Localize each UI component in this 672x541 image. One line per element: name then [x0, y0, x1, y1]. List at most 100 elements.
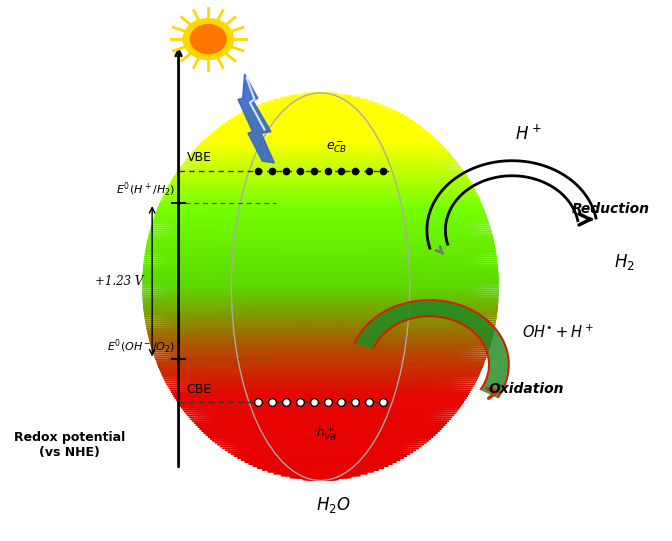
- Ellipse shape: [192, 420, 449, 423]
- Ellipse shape: [146, 248, 495, 250]
- Ellipse shape: [249, 108, 392, 110]
- Ellipse shape: [165, 190, 476, 192]
- Ellipse shape: [208, 135, 433, 137]
- Ellipse shape: [153, 221, 489, 223]
- Circle shape: [190, 24, 226, 54]
- Ellipse shape: [196, 147, 446, 149]
- Ellipse shape: [217, 128, 424, 130]
- Ellipse shape: [204, 432, 437, 434]
- Ellipse shape: [165, 380, 476, 381]
- Ellipse shape: [198, 145, 444, 147]
- Ellipse shape: [148, 236, 493, 238]
- Ellipse shape: [165, 192, 476, 194]
- Ellipse shape: [225, 450, 416, 451]
- Ellipse shape: [159, 366, 482, 368]
- Ellipse shape: [157, 207, 484, 209]
- Ellipse shape: [146, 329, 495, 331]
- Ellipse shape: [142, 271, 499, 273]
- Ellipse shape: [228, 120, 413, 122]
- Text: Reduction: Reduction: [572, 202, 650, 216]
- Ellipse shape: [212, 131, 429, 134]
- Ellipse shape: [184, 161, 457, 163]
- Text: $h^+_{VB}$: $h^+_{VB}$: [317, 424, 338, 443]
- Ellipse shape: [143, 302, 498, 304]
- Ellipse shape: [228, 451, 413, 453]
- Ellipse shape: [192, 151, 449, 153]
- Ellipse shape: [164, 194, 478, 196]
- Ellipse shape: [144, 318, 497, 320]
- Ellipse shape: [150, 230, 491, 233]
- Ellipse shape: [215, 441, 426, 444]
- Ellipse shape: [179, 403, 462, 405]
- Ellipse shape: [153, 351, 489, 353]
- Ellipse shape: [202, 430, 439, 432]
- Ellipse shape: [150, 228, 491, 230]
- Ellipse shape: [222, 447, 419, 450]
- Ellipse shape: [212, 440, 429, 441]
- Ellipse shape: [257, 104, 384, 107]
- Ellipse shape: [171, 180, 470, 182]
- Ellipse shape: [142, 298, 499, 300]
- Ellipse shape: [220, 126, 421, 128]
- Ellipse shape: [146, 324, 495, 326]
- Ellipse shape: [144, 255, 497, 258]
- Ellipse shape: [155, 357, 487, 358]
- Ellipse shape: [175, 397, 466, 399]
- Ellipse shape: [150, 341, 491, 343]
- Ellipse shape: [172, 393, 469, 395]
- Ellipse shape: [157, 209, 485, 211]
- Text: $H_2O$: $H_2O$: [317, 496, 351, 516]
- Ellipse shape: [204, 140, 437, 141]
- Ellipse shape: [149, 232, 492, 234]
- Ellipse shape: [146, 325, 495, 327]
- Polygon shape: [238, 74, 274, 163]
- Ellipse shape: [151, 345, 491, 347]
- Ellipse shape: [249, 463, 392, 465]
- Ellipse shape: [173, 395, 468, 397]
- Ellipse shape: [176, 399, 465, 401]
- Ellipse shape: [210, 438, 431, 440]
- Ellipse shape: [143, 304, 498, 306]
- Ellipse shape: [161, 372, 480, 374]
- Ellipse shape: [145, 321, 496, 324]
- Ellipse shape: [142, 275, 499, 277]
- Ellipse shape: [142, 281, 499, 283]
- Ellipse shape: [156, 360, 485, 362]
- Ellipse shape: [169, 184, 472, 186]
- Ellipse shape: [184, 411, 457, 413]
- Ellipse shape: [155, 358, 486, 360]
- Ellipse shape: [267, 471, 374, 473]
- Ellipse shape: [144, 254, 497, 256]
- Ellipse shape: [152, 223, 489, 225]
- Ellipse shape: [151, 227, 491, 228]
- Text: $H^+$: $H^+$: [515, 125, 542, 144]
- Ellipse shape: [143, 308, 498, 310]
- Ellipse shape: [145, 250, 496, 252]
- Ellipse shape: [231, 118, 410, 120]
- Ellipse shape: [191, 153, 450, 155]
- Ellipse shape: [157, 364, 484, 366]
- Ellipse shape: [146, 244, 495, 246]
- Text: VBE: VBE: [187, 151, 212, 164]
- Ellipse shape: [210, 134, 431, 136]
- Ellipse shape: [176, 172, 465, 174]
- Ellipse shape: [151, 347, 490, 349]
- Text: $E^0(OH^-/O_2)$: $E^0(OH^-/O_2)$: [107, 338, 175, 356]
- Ellipse shape: [162, 374, 479, 376]
- Ellipse shape: [170, 390, 471, 391]
- Ellipse shape: [168, 186, 473, 188]
- Ellipse shape: [148, 335, 493, 337]
- Ellipse shape: [162, 197, 479, 200]
- Ellipse shape: [143, 263, 498, 266]
- Ellipse shape: [144, 312, 497, 314]
- Ellipse shape: [253, 465, 388, 467]
- Ellipse shape: [156, 211, 485, 213]
- Ellipse shape: [161, 200, 480, 201]
- Ellipse shape: [159, 205, 482, 207]
- Ellipse shape: [200, 428, 442, 430]
- Ellipse shape: [150, 343, 491, 345]
- Ellipse shape: [153, 219, 488, 221]
- Ellipse shape: [187, 414, 454, 417]
- Ellipse shape: [180, 167, 461, 168]
- Ellipse shape: [194, 422, 447, 424]
